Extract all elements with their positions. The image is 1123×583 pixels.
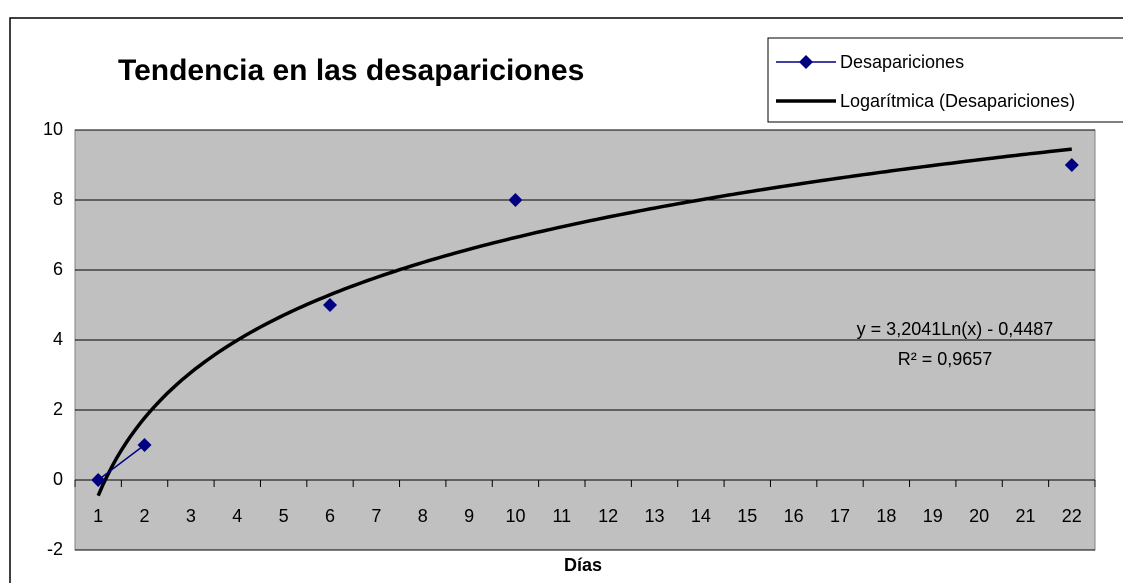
trend-equation: y = 3,2041Ln(x) - 0,4487 [857, 319, 1054, 339]
y-tick-label: 6 [53, 259, 63, 279]
series-line [97, 444, 145, 481]
y-tick-label: 8 [53, 189, 63, 209]
y-tick-label: 4 [53, 329, 63, 349]
legend-label: Logarítmica (Desapariciones) [840, 91, 1075, 111]
y-tick-label: 2 [53, 399, 63, 419]
x-tick-label: 17 [830, 506, 850, 526]
legend-marker [799, 55, 813, 69]
x-tick-label: 10 [505, 506, 525, 526]
x-tick-label: 20 [969, 506, 989, 526]
x-tick-label: 3 [186, 506, 196, 526]
trendline [96, 147, 1072, 497]
x-tick-label: 6 [325, 506, 335, 526]
x-tick-label: 2 [140, 506, 150, 526]
x-tick-label: 15 [737, 506, 757, 526]
x-tick-label: 11 [552, 506, 571, 526]
legend [767, 37, 1123, 123]
chart-title: Tendencia en las desapariciones [118, 54, 584, 87]
trend-r2: R² = 0,9657 [898, 349, 993, 369]
x-tick-label: 4 [232, 506, 242, 526]
x-tick-label: 7 [371, 506, 381, 526]
x-tick-label: 1 [93, 506, 103, 526]
legend-label: Desapariciones [840, 52, 964, 72]
data-point [1064, 158, 1079, 172]
y-tick-label: -2 [47, 539, 63, 559]
x-tick-label: 14 [691, 506, 711, 526]
y-tick-label: 0 [53, 469, 63, 489]
x-tick-label: 5 [279, 506, 289, 526]
data-point [91, 473, 106, 487]
data-point [323, 298, 337, 312]
x-tick-label: 18 [876, 506, 896, 526]
x-tick-label: 9 [464, 506, 474, 526]
x-axis-label: Días [564, 555, 602, 575]
data-point [508, 193, 523, 207]
x-tick-label: 13 [645, 506, 665, 526]
x-tick-label: 22 [1062, 506, 1082, 526]
y-tick-label: 10 [43, 119, 63, 139]
data-point [137, 438, 152, 452]
x-tick-label: 16 [784, 506, 804, 526]
x-tick-label: 21 [1015, 506, 1035, 526]
x-tick-label: 8 [418, 506, 428, 526]
x-tick-label: 19 [923, 506, 943, 526]
x-tick-label: 12 [598, 506, 618, 526]
